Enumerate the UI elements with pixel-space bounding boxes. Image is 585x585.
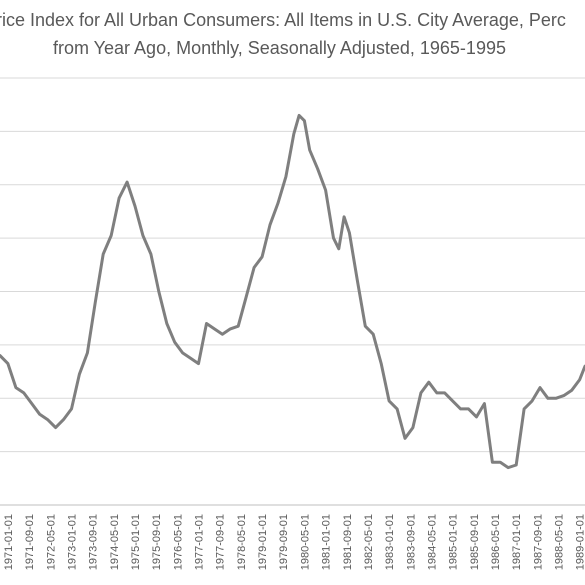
x-tick-label: 1972-05-01 (45, 514, 57, 570)
x-tick-labels: 1971-01-01 1971-09-01 1972-05-01 1973-01-01… (3, 514, 585, 570)
x-tick-label: 1977-01-01 (194, 514, 206, 570)
x-tick-label: 1988-05-01 (554, 514, 566, 570)
x-tick-label: 1975-09-01 (151, 514, 163, 570)
x-tick-label: 1973-09-01 (88, 514, 100, 570)
x-tick-label: 1971-09-01 (24, 514, 36, 570)
x-tick-label: 1976-05-01 (172, 514, 184, 570)
x-tick-label: 1981-09-01 (342, 514, 354, 570)
x-tick-label: 1983-09-01 (405, 514, 417, 570)
x-tick-label: 1983-01-01 (384, 514, 396, 570)
x-tick-label: 1985-01-01 (448, 514, 460, 570)
x-tick-label: 1975-01-01 (130, 514, 142, 570)
x-tick-label: 1977-09-01 (215, 514, 227, 570)
x-tick-label: 1989-01-01 (575, 514, 585, 570)
gridlines (0, 77, 585, 453)
x-tick-label: 1973-01-01 (67, 514, 79, 570)
x-tick-label: 1979-09-01 (278, 514, 290, 570)
x-tick-label: 1980-05-01 (299, 514, 311, 570)
chart-title-line-2: from Year Ago, Monthly, Seasonally Adjus… (53, 38, 506, 58)
x-tick-label: 1987-09-01 (532, 514, 544, 570)
x-tick-label: 1987-01-01 (511, 514, 523, 570)
series (0, 113, 585, 470)
x-tick-label: 1978-05-01 (236, 514, 248, 570)
x-tick-label: 1986-05-01 (490, 514, 502, 570)
chart-title-line-1: rice Index for All Urban Consumers: All … (0, 10, 566, 30)
x-tick-label: 1985-09-01 (469, 514, 481, 570)
x-tick-label: 1971-01-01 (3, 514, 15, 570)
x-tick-label: 1982-05-01 (363, 514, 375, 570)
chart-title: rice Index for All Urban Consumers: All … (0, 0, 585, 70)
x-tick-label: 1984-05-01 (427, 514, 439, 570)
x-tick-label: 1981-01-01 (321, 514, 333, 570)
x-tick-label: 1979-01-01 (257, 514, 269, 570)
x-tick-label: 1974-05-01 (109, 514, 121, 570)
